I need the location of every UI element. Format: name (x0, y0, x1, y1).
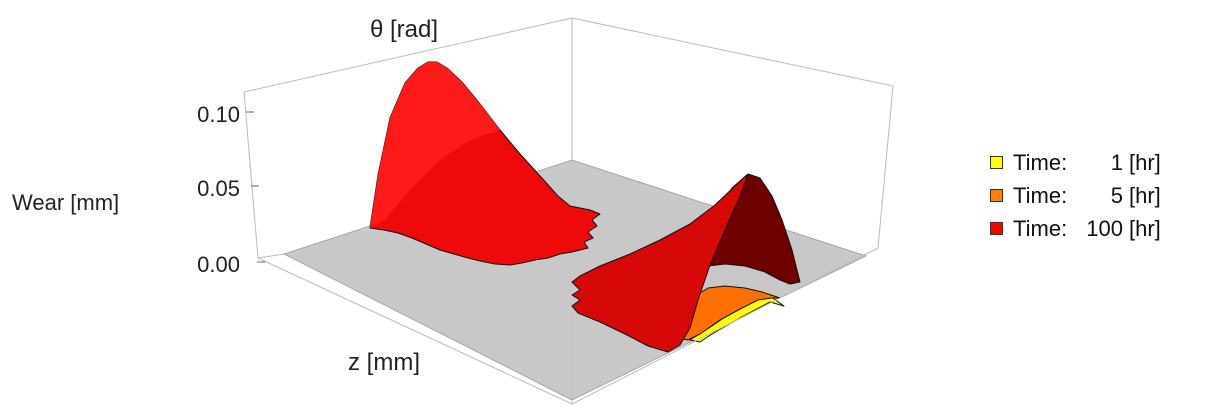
legend-label-prefix: Time: (1013, 149, 1068, 175)
z-tick-2: 0.10 (197, 102, 240, 127)
legend-time-value: 5 (1110, 182, 1123, 208)
legend-item-time-5: Time: 5 [hr] (990, 179, 1161, 212)
legend: Time: 1 [hr] Time: 5 [hr] Time: 100 [hr] (990, 146, 1161, 245)
x-axis-label: z [mm] (348, 349, 420, 376)
z-axis-label: Wear [mm] (12, 190, 119, 215)
surface-time-100-right (571, 173, 749, 353)
legend-unit: [hr] (1129, 215, 1161, 241)
legend-time-value: 100 (1086, 215, 1123, 241)
legend-time-value: 1 (1110, 149, 1123, 175)
legend-unit: [hr] (1129, 182, 1161, 208)
bounding-box-front (257, 247, 879, 405)
z-axis-ticks (246, 111, 265, 263)
legend-label-prefix: Time: (1013, 182, 1068, 208)
legend-swatch-orange (990, 189, 1003, 202)
z-tick-1: 0.05 (197, 176, 240, 201)
legend-label-prefix: Time: (1013, 215, 1068, 241)
legend-item-time-100: Time: 100 [hr] (990, 212, 1161, 245)
legend-swatch-yellow (990, 156, 1003, 169)
legend-item-time-1: Time: 1 [hr] (990, 146, 1161, 179)
legend-swatch-red (990, 222, 1003, 235)
z-tick-0: 0.00 (197, 252, 240, 277)
legend-unit: [hr] (1129, 149, 1161, 175)
surfaces (369, 61, 801, 353)
theta-axis-label: θ [rad] (370, 16, 438, 43)
bounding-box-back (243, 17, 894, 259)
